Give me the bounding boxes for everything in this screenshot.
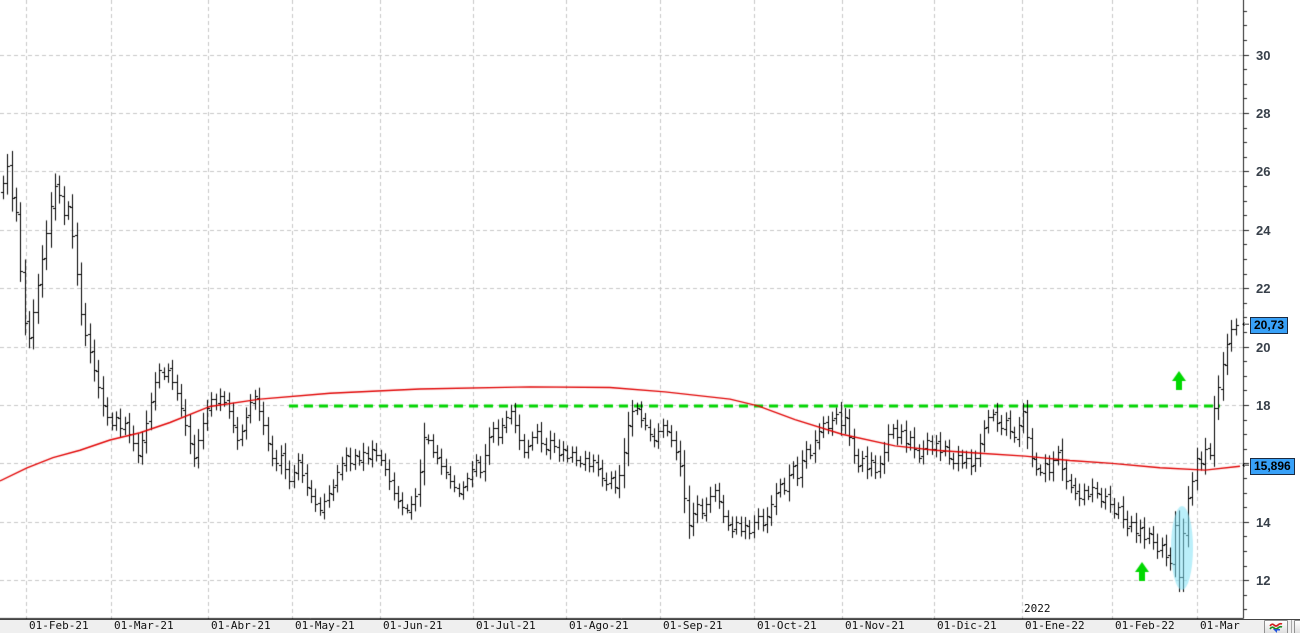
date-axis-bar xyxy=(0,619,1300,633)
date-axis-tick-label: 01-Ago-21 xyxy=(569,619,629,632)
date-axis-tick-label: 01-Jun-21 xyxy=(383,619,443,632)
cropped-button[interactable] xyxy=(1294,620,1300,633)
price-axis-tick-label: 24 xyxy=(1256,222,1271,238)
date-axis-tick-label: 01-Mar-21 xyxy=(114,619,174,632)
year-label: 2022 xyxy=(1024,602,1051,615)
date-axis-tick-label: 01-Feb-21 xyxy=(29,619,89,632)
price-tag: 20,73 xyxy=(1250,317,1289,335)
price-axis-tick-label: 14 xyxy=(1256,514,1271,530)
price-axis-tick-label: 12 xyxy=(1256,573,1271,589)
date-axis-tick-label: 01-Ene-22 xyxy=(1025,619,1085,632)
indicator-chart-button[interactable] xyxy=(1264,620,1288,633)
price-tag-arrow-icon: ← xyxy=(1242,320,1250,331)
date-axis-tick-label: 01-Dic-21 xyxy=(937,619,997,632)
date-axis-tick-label: 01-Oct-21 xyxy=(757,619,817,632)
price-axis-tick-label: 28 xyxy=(1256,106,1271,121)
date-axis-tick-label: 01-May-21 xyxy=(295,619,355,632)
date-axis-tick-label: 01-Mar xyxy=(1200,619,1240,632)
price-tag: 15,896 xyxy=(1250,458,1295,476)
price-axis-tick-label: 20 xyxy=(1256,339,1271,355)
price-axis-tick-label: 22 xyxy=(1256,281,1271,297)
chart-lines-icon xyxy=(1269,622,1283,633)
date-axis-tick-label: 01-Jul-21 xyxy=(476,619,536,632)
price-axis-tick-label: 30 xyxy=(1256,47,1271,63)
date-axis-tick-label: 01-Abr-21 xyxy=(211,619,271,632)
toolbar-separator xyxy=(1291,620,1292,633)
date-axis-tick-label: 01-Feb-22 xyxy=(1115,619,1175,632)
date-axis-tick-label: 01-Sep-21 xyxy=(663,619,723,632)
price-axis-tick-label: 18 xyxy=(1256,398,1271,413)
date-axis-tick-label: 01-Nov-21 xyxy=(845,619,905,632)
price-axis-tick-label: 26 xyxy=(1256,164,1271,180)
price-tag-arrow-icon: ← xyxy=(1242,461,1250,472)
